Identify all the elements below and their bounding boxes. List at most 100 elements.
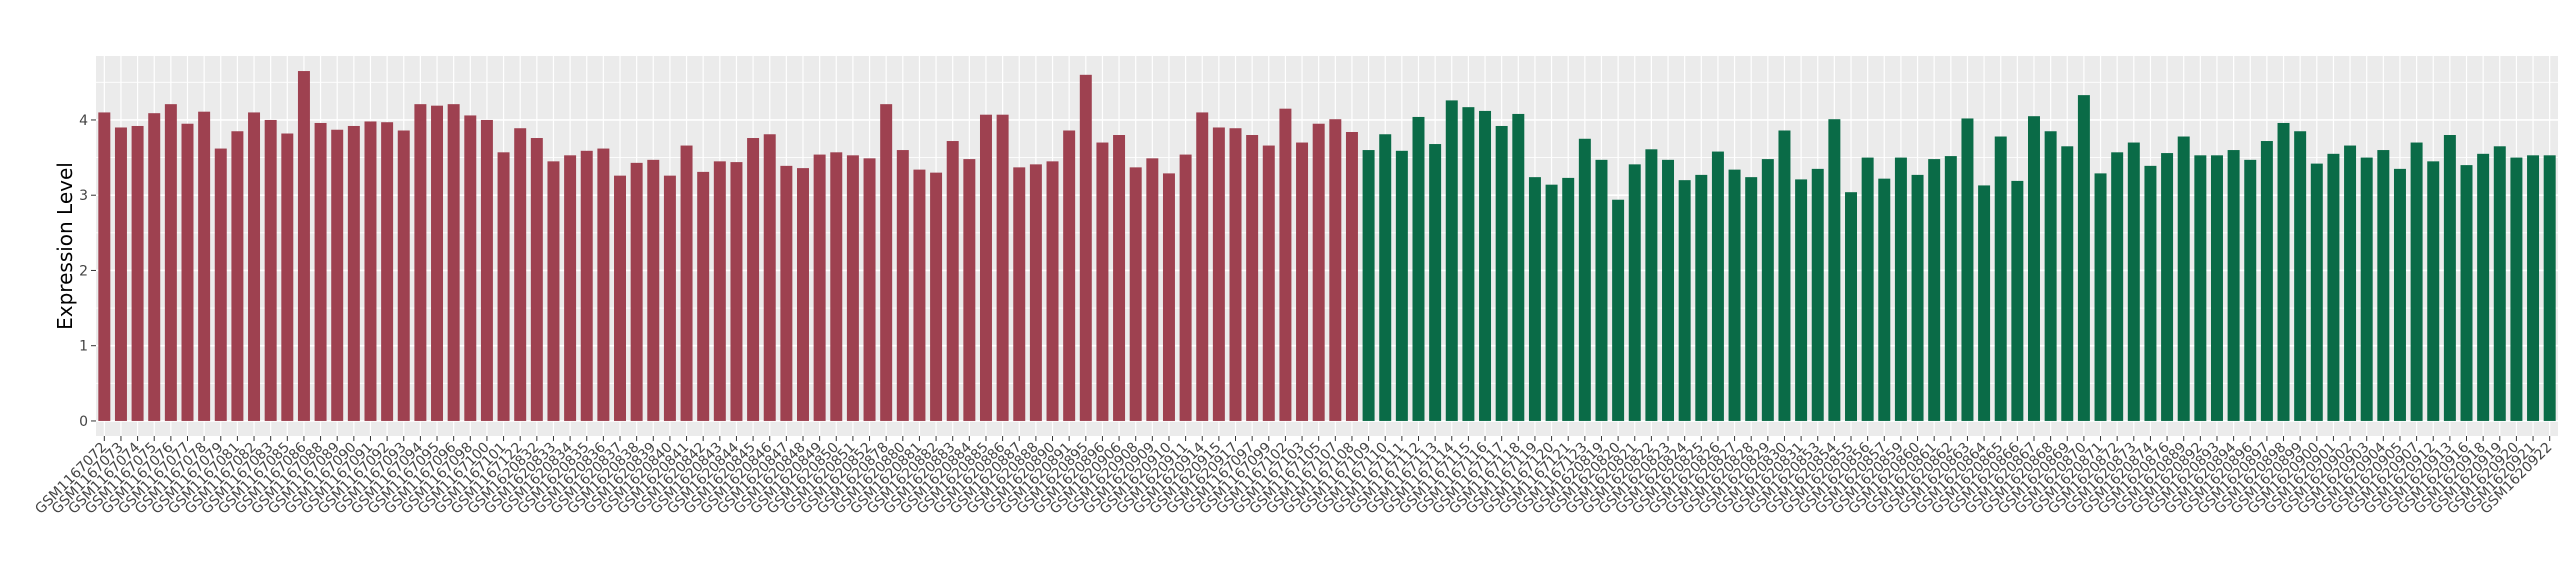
bar <box>1379 134 1392 421</box>
bar <box>1312 123 1325 421</box>
bar <box>2260 141 2273 421</box>
bar <box>747 138 760 421</box>
bar <box>2510 157 2523 421</box>
bar <box>830 152 843 421</box>
bar <box>364 121 377 421</box>
bar <box>1246 135 1259 421</box>
bar <box>2277 122 2290 421</box>
bar <box>1146 158 1159 421</box>
bar <box>2094 173 2107 421</box>
bar <box>2327 153 2340 421</box>
x-axis: GSM1167072GSM1167073GSM1167074GSM1167075… <box>32 436 2556 517</box>
bar <box>1512 113 1525 421</box>
y-axis: 0 1 2 3 4 <box>79 113 96 430</box>
bar <box>946 141 959 421</box>
bar <box>1196 112 1209 421</box>
bar <box>1362 150 1375 421</box>
y-tick-label: 3 <box>79 188 88 204</box>
y-axis-title: Expression Level <box>53 162 77 330</box>
bar <box>2344 145 2357 421</box>
bar <box>1096 142 1109 421</box>
bar <box>547 161 560 421</box>
bar <box>1545 184 1558 421</box>
bar <box>1229 128 1242 421</box>
bar <box>164 104 177 421</box>
bar <box>314 122 327 421</box>
bar <box>663 175 676 421</box>
bar <box>1994 136 2007 421</box>
bar <box>2144 165 2157 421</box>
bar <box>1978 185 1991 421</box>
bar <box>2194 155 2207 421</box>
bar <box>614 175 626 421</box>
bar <box>331 129 344 421</box>
bar <box>1795 179 1808 421</box>
bar <box>2443 135 2456 421</box>
bar <box>480 119 493 421</box>
bar <box>780 165 793 421</box>
bar <box>497 152 510 421</box>
bar <box>1129 167 1142 421</box>
bar <box>1462 107 1475 421</box>
bar <box>1894 157 1907 421</box>
bar <box>431 105 444 421</box>
bar <box>1961 118 1974 421</box>
bar <box>979 114 992 421</box>
bar <box>530 138 543 421</box>
bar <box>713 161 726 421</box>
bar <box>1479 110 1492 421</box>
bar <box>630 162 643 421</box>
bar <box>347 125 360 421</box>
bar <box>597 148 610 421</box>
bar <box>1928 159 1941 421</box>
bar <box>231 131 244 421</box>
bar <box>2543 155 2556 421</box>
bar <box>248 112 261 421</box>
bar <box>2377 150 2390 421</box>
bar <box>2427 161 2440 421</box>
bar <box>963 159 976 421</box>
bar <box>447 104 460 421</box>
bar <box>1761 159 1774 421</box>
bar <box>1828 119 1841 421</box>
bar <box>1711 151 1724 421</box>
bars <box>98 71 2556 421</box>
bar <box>98 112 111 421</box>
bar <box>1412 116 1425 421</box>
bar <box>2044 131 2057 421</box>
bar <box>580 150 593 421</box>
bar <box>2177 136 2190 421</box>
bar <box>214 148 227 421</box>
bar <box>1079 74 1092 421</box>
bar <box>1046 161 1059 421</box>
bar <box>114 127 127 421</box>
bar <box>1562 177 1575 421</box>
bar <box>198 111 211 421</box>
bar <box>2410 142 2423 421</box>
bar <box>1395 150 1408 421</box>
bar <box>1745 177 1758 421</box>
bar <box>896 150 909 421</box>
bar <box>1262 145 1275 421</box>
y-tick-label: 0 <box>79 414 88 430</box>
bar <box>2493 146 2506 421</box>
bar <box>281 133 294 421</box>
bar <box>1728 169 1741 421</box>
bar <box>2294 131 2307 421</box>
bar <box>1645 149 1658 421</box>
bar <box>813 154 826 421</box>
bar <box>381 122 394 421</box>
bar <box>2227 150 2240 421</box>
bar <box>264 119 277 421</box>
bar <box>913 169 926 421</box>
bar <box>1296 142 1309 421</box>
y-tick-label: 4 <box>79 113 88 129</box>
bar <box>2244 159 2257 421</box>
bar <box>397 130 410 421</box>
bar <box>1695 174 1708 421</box>
bar <box>2077 95 2090 421</box>
bar <box>2527 155 2540 421</box>
bar <box>1445 100 1458 421</box>
bar <box>1778 130 1791 421</box>
bar <box>1861 157 1874 421</box>
